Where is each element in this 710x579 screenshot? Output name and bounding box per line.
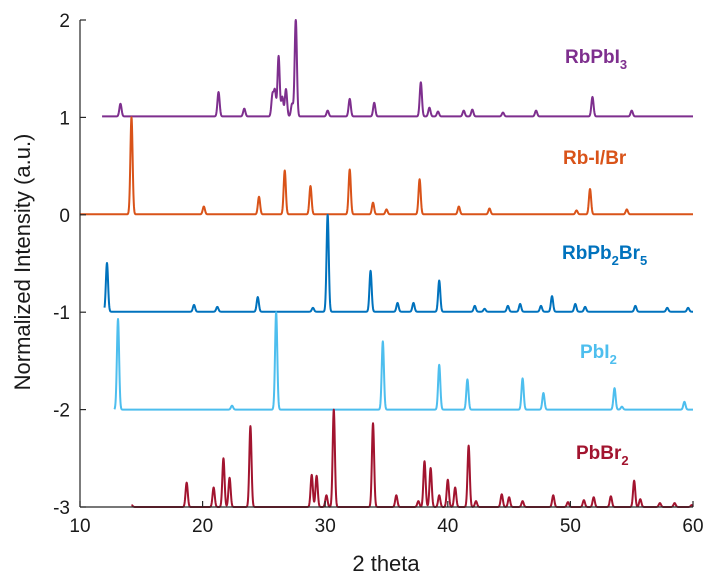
x-tick-label-2: 30	[315, 516, 336, 537]
x-tick-label-1: 20	[192, 516, 213, 537]
series-line-0	[101, 19, 694, 118]
y-tick-label-3: 0	[59, 206, 70, 227]
y-tick-label-2: -1	[53, 303, 70, 324]
axes: 10 20 30 40 50 60 -3 -2 -1 0 1 2	[53, 11, 703, 537]
series-line-3	[113, 311, 694, 411]
x-tick-label-5: 60	[682, 516, 703, 537]
y-tick-label-0: -3	[53, 498, 70, 519]
y-tick-label-1: -2	[53, 401, 70, 422]
series-label-4: PbBr2	[576, 443, 629, 468]
x-tick-label-3: 40	[437, 516, 458, 537]
series-line-1	[79, 116, 694, 216]
series-label-3: PbI2	[580, 342, 617, 367]
series-label-2: RbPb2Br5	[562, 243, 647, 268]
series-line-2	[103, 213, 694, 313]
x-tick-label-0: 10	[69, 516, 90, 537]
series-label-1: Rb-I/Br	[563, 148, 627, 169]
x-axis-title: 2 theta	[352, 551, 420, 576]
y-tick-label-5: 2	[59, 11, 70, 32]
series-labels: RbPbI3 Rb-I/Br RbPb2Br5 PbI2 PbBr2	[562, 47, 647, 468]
y-axis-title: Normalized Intensity (a.u.)	[10, 134, 35, 391]
y-tick-label-4: 1	[59, 108, 70, 129]
x-tick-label-4: 50	[560, 516, 581, 537]
series-label-0: RbPbI3	[565, 47, 627, 72]
